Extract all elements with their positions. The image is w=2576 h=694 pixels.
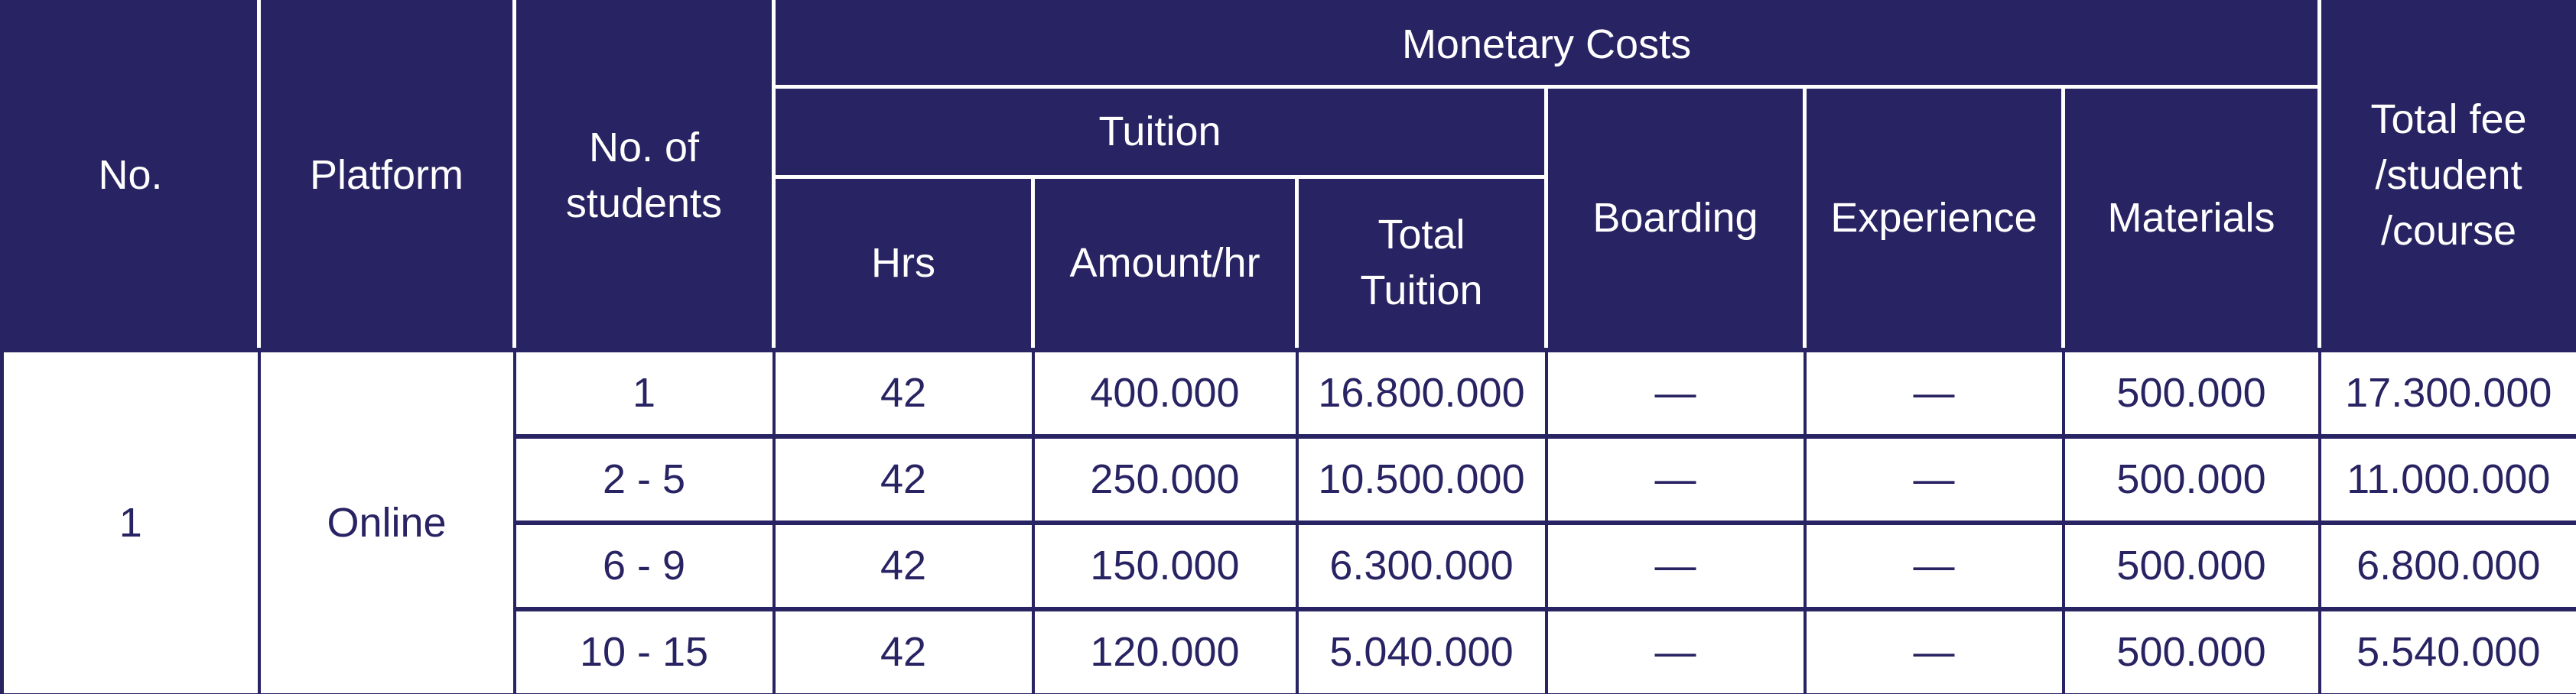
header-cell-boarding: Boarding <box>1544 85 1807 352</box>
cell-students: 1 <box>512 347 776 439</box>
table-row: 6 - 9 42 150.000 6.300.000 — — 500.000 6… <box>2 520 2576 611</box>
table-header: No. Platform No. of students Monetary Co… <box>0 0 2576 352</box>
cell-experience: — <box>1803 606 2065 694</box>
header-cell-students: No. of students <box>512 0 776 352</box>
cell-total-fee: 5.540.000 <box>2317 606 2576 694</box>
cell-amount-per-hr: 400.000 <box>1031 347 1299 439</box>
table-row: 2 - 5 42 250.000 10.500.000 — — 500.000 … <box>2 433 2576 525</box>
cell-total-tuition: 6.300.000 <box>1295 520 1548 611</box>
cell-hrs: 42 <box>772 433 1035 525</box>
cell-experience: — <box>1803 347 2065 439</box>
header-cell-platform: Platform <box>257 0 516 352</box>
header-cell-hrs: Hrs <box>772 175 1035 352</box>
cell-total-tuition: 16.800.000 <box>1295 347 1548 439</box>
header-cell-tuition: Tuition <box>772 85 1548 179</box>
cell-total-fee: 6.800.000 <box>2317 520 2576 611</box>
cell-boarding: — <box>1544 606 1807 694</box>
cell-amount-per-hr: 150.000 <box>1031 520 1299 611</box>
header-cell-materials: Materials <box>2060 85 2322 352</box>
cell-materials: 500.000 <box>2061 520 2321 611</box>
cell-boarding: — <box>1544 520 1807 611</box>
cell-materials: 500.000 <box>2061 433 2321 525</box>
cell-experience: — <box>1803 520 2065 611</box>
table-row: 10 - 15 42 120.000 5.040.000 — — 500.000… <box>2 606 2576 694</box>
cell-students: 10 - 15 <box>512 606 776 694</box>
table-row: 1 Online 1 42 400.000 16.800.000 — — 500… <box>0 347 2576 694</box>
cell-experience: — <box>1803 433 2065 525</box>
cell-total-tuition: 5.040.000 <box>1295 606 1548 694</box>
cell-materials: 500.000 <box>2061 347 2321 439</box>
cell-group-platform: Online <box>257 347 516 694</box>
header-band-1: No. Platform No. of students Monetary Co… <box>0 0 2576 352</box>
cell-group-no: 1 <box>0 347 261 694</box>
cell-total-fee: 17.300.000 <box>2317 347 2576 439</box>
cell-materials: 500.000 <box>2061 606 2321 694</box>
cell-boarding: — <box>1544 433 1807 525</box>
cell-amount-per-hr: 120.000 <box>1031 606 1299 694</box>
cell-hrs: 42 <box>772 347 1035 439</box>
cell-students: 2 - 5 <box>512 433 776 525</box>
cell-total-fee: 11.000.000 <box>2317 433 2576 525</box>
header-band-3: Hrs Amount/hr Total Tuition <box>2 175 2576 352</box>
header-band-2: Tuition Boarding Experience Materials <box>2 85 2576 352</box>
header-cell-total-fee: Total fee /student /course <box>2317 0 2576 352</box>
cell-hrs: 42 <box>772 606 1035 694</box>
cell-amount-per-hr: 250.000 <box>1031 433 1299 525</box>
header-cell-monetary-costs: Monetary Costs <box>771 0 2322 89</box>
header-cell-no: No. <box>0 0 261 352</box>
cell-boarding: — <box>1544 347 1807 439</box>
header-cell-experience: Experience <box>1803 85 2065 352</box>
cell-students: 6 - 9 <box>512 520 776 611</box>
cell-total-tuition: 10.500.000 <box>1295 433 1548 525</box>
header-cell-total-tuition: Total Tuition <box>1295 175 1548 352</box>
header-cell-amount-per-hr: Amount/hr <box>1031 175 1299 352</box>
table-body: 1 Online 1 42 400.000 16.800.000 — — 500… <box>0 347 2576 694</box>
cell-hrs: 42 <box>772 520 1035 611</box>
